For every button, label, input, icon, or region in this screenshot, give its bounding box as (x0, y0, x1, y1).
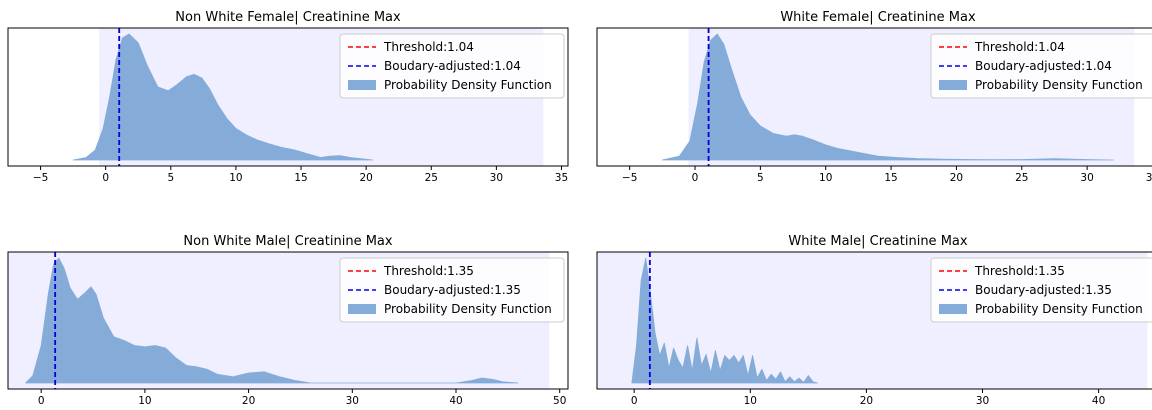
x-tick-label: 20 (242, 395, 255, 407)
legend: Threshold:1.04 Boudary-adjusted:1.04 Proba… (930, 33, 1152, 99)
legend: Threshold:1.35 Boudary-adjusted:1.35 Proba… (930, 257, 1152, 323)
x-tick-label: 35 (555, 172, 568, 184)
x-tick-label: 20 (359, 172, 372, 184)
axes-frame (7, 251, 569, 390)
legend-label: Boudary-adjusted:1.35 (975, 283, 1112, 297)
legend-label: Boudary-adjusted:1.35 (384, 283, 521, 297)
x-tick-label: 20 (950, 172, 963, 184)
x-tick-label: 30 (346, 395, 359, 407)
legend-label: Threshold:1.35 (383, 264, 474, 278)
x-tick-label: 5 (757, 172, 764, 184)
x-tick-label: 0 (38, 395, 45, 407)
x-tick-label: 30 (1080, 172, 1093, 184)
axes-frame (596, 27, 1152, 167)
x-tick-label: −5 (33, 172, 48, 184)
axes-frame (596, 251, 1152, 390)
subplot-title: White Male| Creatinine Max (788, 234, 967, 249)
legend-label: Probability Density Function (384, 78, 552, 92)
x-tick-label: 10 (819, 172, 832, 184)
legend-box (339, 257, 565, 323)
subplot-title: Non White Male| Creatinine Max (183, 234, 393, 249)
subplot: White Male| Creatinine Max 0 10 20 30 40 Thres… (596, 234, 1152, 407)
legend-pdf-swatch (939, 304, 967, 314)
density-area (72, 33, 374, 161)
legend-box (339, 33, 565, 99)
x-tick-label: −5 (622, 172, 637, 184)
x-tick-label: 25 (1015, 172, 1028, 184)
x-tick-label: 10 (138, 395, 151, 407)
x-tick-label: 40 (449, 395, 462, 407)
subplot: White Female| Creatinine Max −5 0 5 10 15 20 25… (596, 10, 1152, 184)
legend-label: Probability Density Function (975, 78, 1143, 92)
legend-box (930, 33, 1152, 99)
x-tick-label: 25 (425, 172, 438, 184)
legend-label: Probability Density Function (975, 302, 1143, 316)
x-tick-label: 10 (229, 172, 242, 184)
x-tick-label: 30 (976, 395, 989, 407)
subplot: Non White Female| Creatinine Max −5 0 5 10 15… (7, 10, 569, 184)
legend-label: Threshold:1.04 (383, 40, 474, 54)
x-tick-label: 30 (490, 172, 503, 184)
x-tick-label: 0 (102, 172, 109, 184)
legend-pdf-swatch (348, 80, 376, 90)
subplot-title: Non White Female| Creatinine Max (175, 10, 401, 25)
x-tick-label: 15 (294, 172, 307, 184)
x-tick-label: 5 (167, 172, 174, 184)
density-area (631, 257, 818, 384)
legend: Threshold:1.35 Boudary-adjusted:1.35 Proba… (339, 257, 565, 323)
x-tick-label: 15 (884, 172, 897, 184)
x-tick-label: 35 (1146, 172, 1152, 184)
legend-pdf-swatch (939, 80, 967, 90)
x-tick-label: 40 (1092, 395, 1105, 407)
x-tick-label: 0 (631, 395, 638, 407)
x-tick-label: 20 (860, 395, 873, 407)
density-area (661, 33, 1114, 161)
x-tick-label: 50 (553, 395, 566, 407)
legend-pdf-swatch (348, 304, 376, 314)
x-tick-label: 10 (744, 395, 757, 407)
subplot-title: White Female| Creatinine Max (780, 10, 976, 25)
legend-box (930, 257, 1152, 323)
density-area (25, 257, 519, 384)
legend-label: Probability Density Function (384, 302, 552, 316)
legend-label: Boudary-adjusted:1.04 (975, 59, 1112, 73)
axes-frame (7, 27, 569, 167)
legend: Threshold:1.04 Boudary-adjusted:1.04 Proba… (339, 33, 565, 99)
legend-label: Threshold:1.04 (974, 40, 1065, 54)
legend-label: Threshold:1.35 (974, 264, 1065, 278)
subplot: Non White Male| Creatinine Max 0 10 20 30 40 5… (7, 234, 569, 407)
x-tick-label: 0 (692, 172, 699, 184)
legend-label: Boudary-adjusted:1.04 (384, 59, 521, 73)
